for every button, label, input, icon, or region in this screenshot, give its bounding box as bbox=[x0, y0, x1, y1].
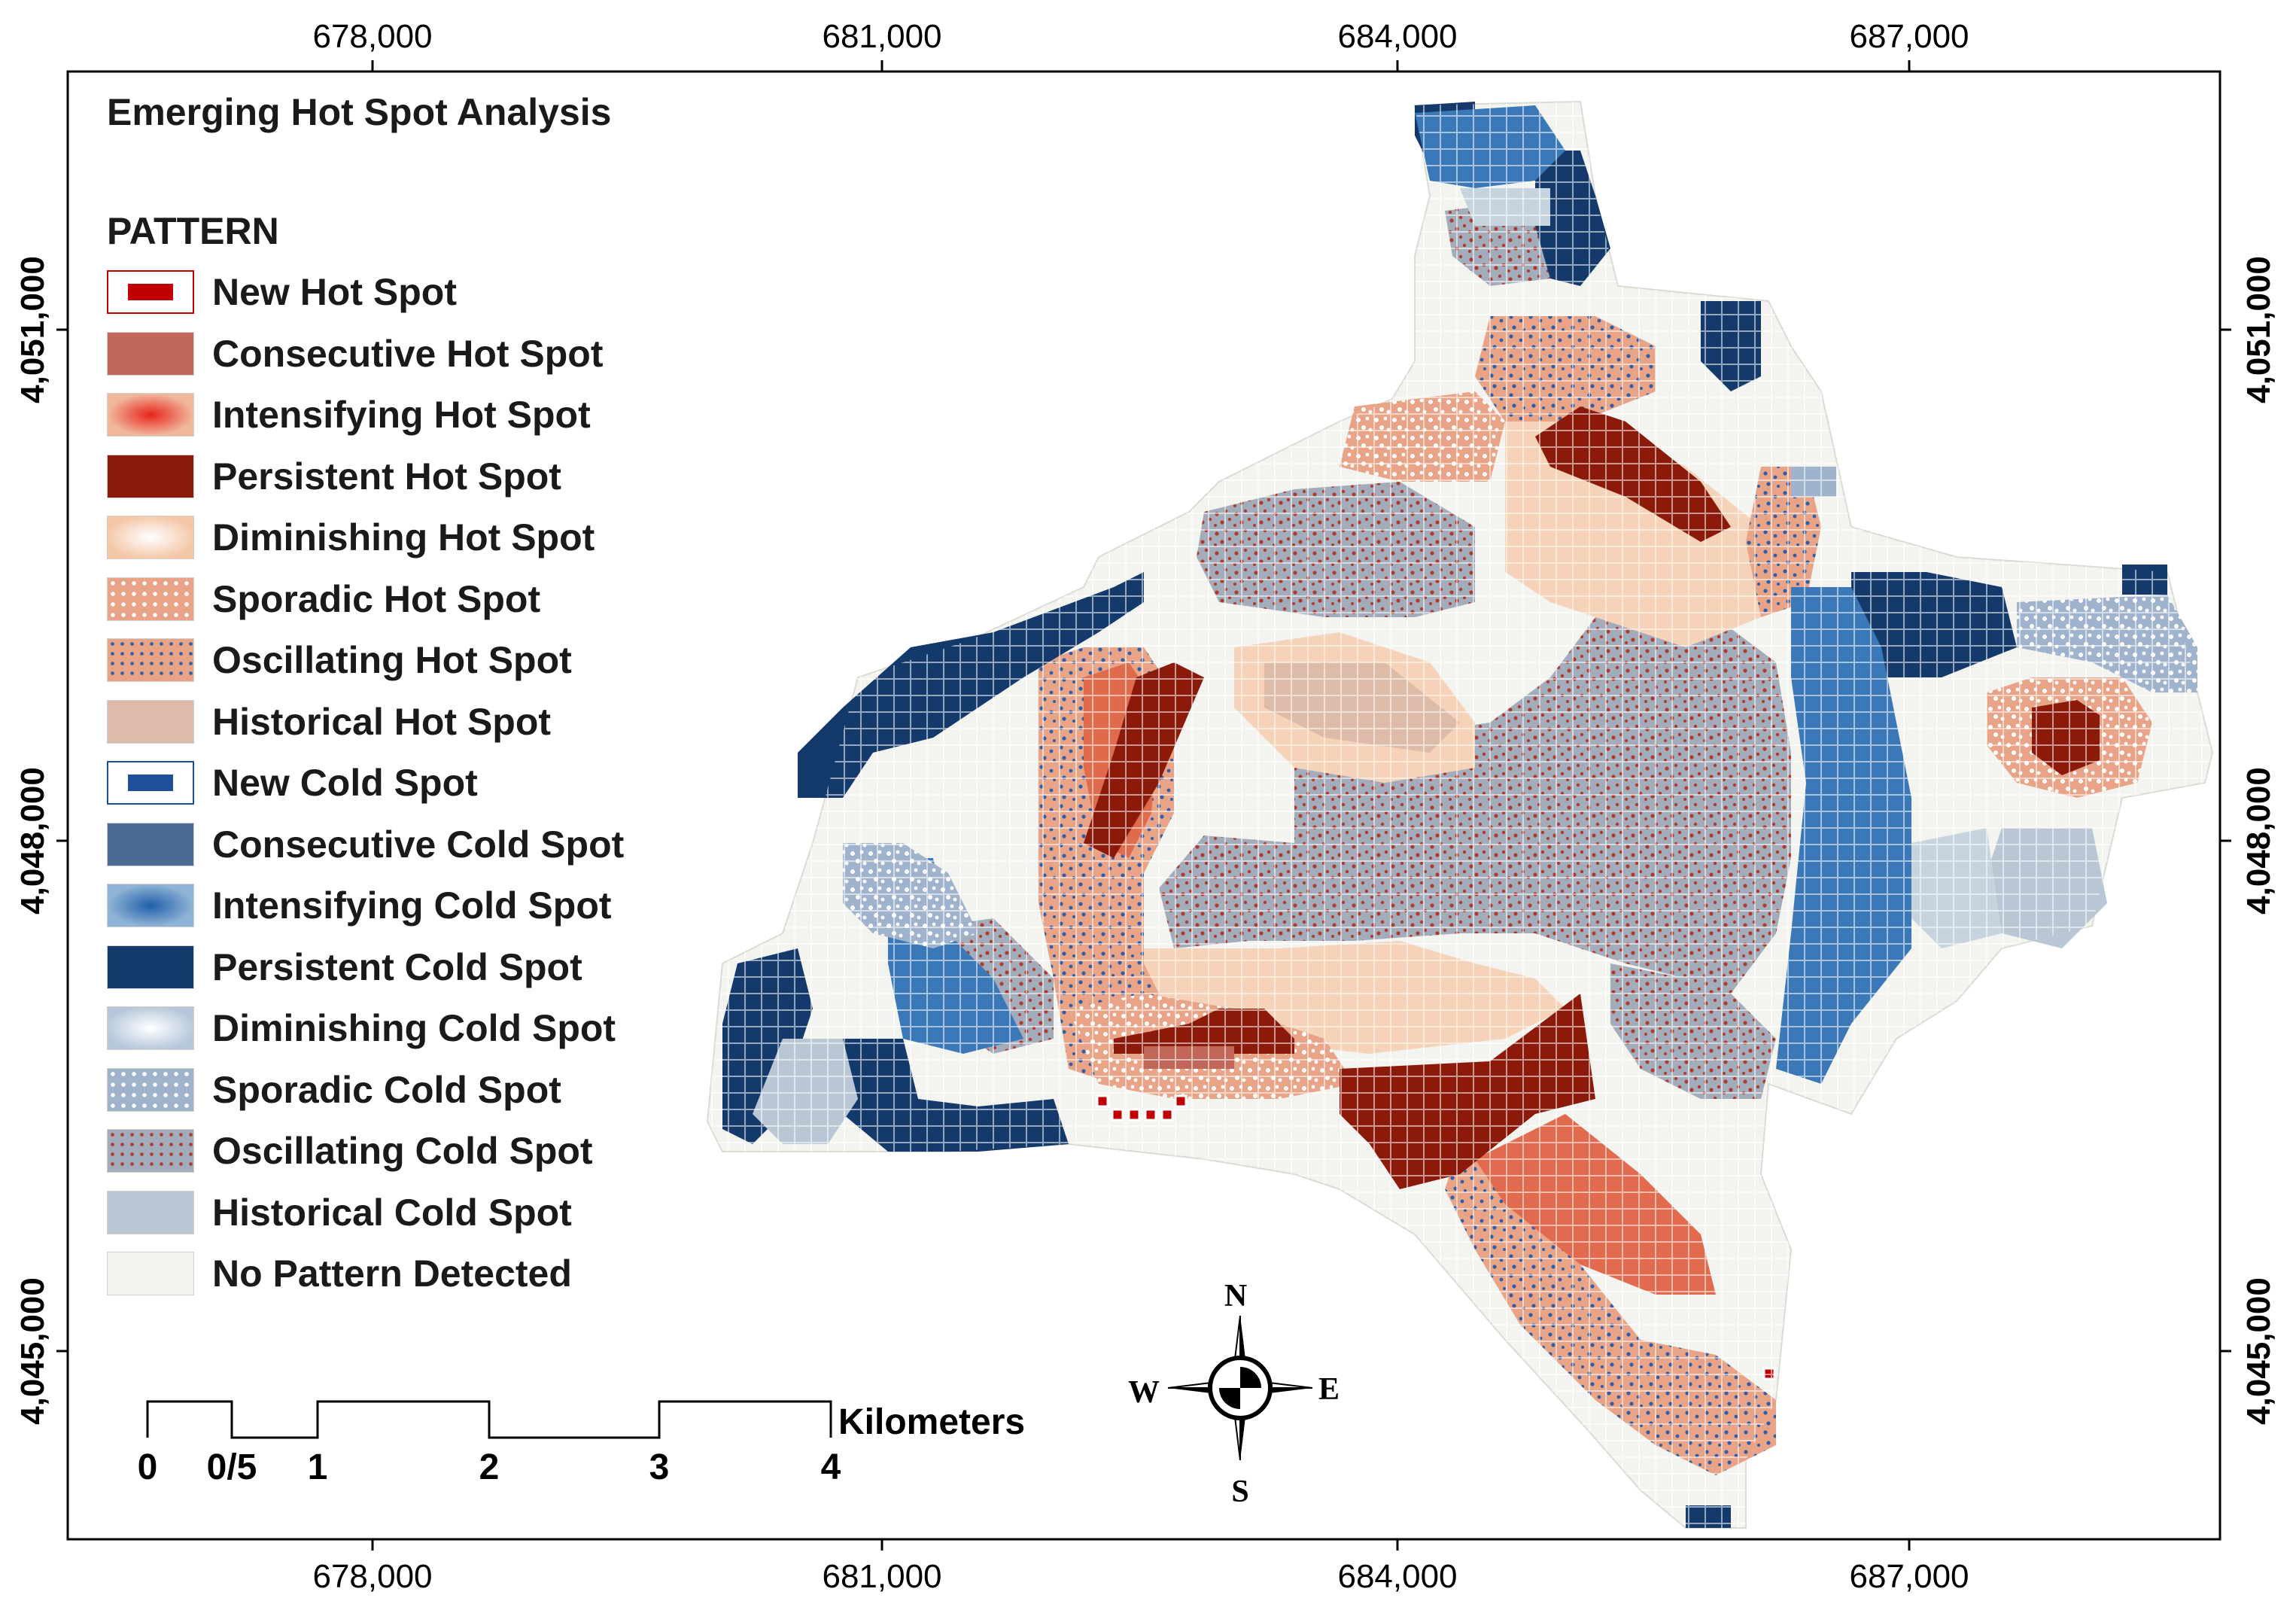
legend-label: Sporadic Hot Spot bbox=[212, 577, 541, 620]
legend-swatch bbox=[107, 1006, 194, 1050]
legend-item: Consecutive Hot Spot bbox=[107, 330, 603, 378]
scale-label-1: 1 bbox=[307, 1447, 328, 1487]
legend-label: Historical Hot Spot bbox=[212, 700, 552, 743]
x-tick-top-4: 687,000 bbox=[1849, 18, 1969, 55]
x-tick-bottom-2: 681,000 bbox=[822, 1558, 942, 1595]
legend-item: No Pattern Detected bbox=[107, 1249, 572, 1298]
legend-item: Intensifying Cold Spot bbox=[107, 881, 612, 930]
frame-ticks bbox=[56, 60, 2231, 1551]
legend-item: Diminishing Cold Spot bbox=[107, 1004, 616, 1052]
legend-swatch bbox=[107, 270, 194, 314]
y-tick-left-2: 4,048,000 bbox=[14, 767, 51, 915]
legend-item: Sporadic Cold Spot bbox=[107, 1066, 561, 1114]
legend-label: Consecutive Cold Spot bbox=[212, 823, 625, 866]
legend-label: Oscillating Hot Spot bbox=[212, 639, 572, 681]
legend-swatch bbox=[107, 1252, 194, 1295]
legend-item: Sporadic Hot Spot bbox=[107, 575, 540, 623]
legend-label: Diminishing Cold Spot bbox=[212, 1007, 616, 1049]
legend-item: New Hot Spot bbox=[107, 268, 457, 316]
compass-east: E bbox=[1318, 1372, 1340, 1407]
legend-item: Persistent Cold Spot bbox=[107, 943, 582, 991]
legend-item: Oscillating Hot Spot bbox=[107, 636, 572, 684]
compass-rose bbox=[1167, 1315, 1313, 1461]
legend-item: Intensifying Hot Spot bbox=[107, 391, 591, 439]
legend-swatch bbox=[107, 884, 194, 927]
legend-label: Consecutive Hot Spot bbox=[212, 332, 604, 375]
legend-swatch bbox=[107, 454, 194, 498]
x-tick-top-2: 681,000 bbox=[822, 18, 942, 55]
legend-item: Historical Hot Spot bbox=[107, 698, 551, 746]
scale-unit: Kilometers bbox=[838, 1402, 1026, 1442]
legend-label: No Pattern Detected bbox=[212, 1252, 572, 1295]
legend-label: New Cold Spot bbox=[212, 762, 478, 804]
legend-swatch bbox=[107, 577, 194, 621]
scale-label-3: 3 bbox=[649, 1447, 670, 1487]
scale-label-0: 0 bbox=[137, 1447, 158, 1487]
legend-swatch bbox=[107, 516, 194, 559]
legend-swatch-core bbox=[128, 775, 173, 791]
map-title: Emerging Hot Spot Analysis bbox=[107, 91, 612, 133]
x-tick-bottom-1: 678,000 bbox=[312, 1558, 433, 1595]
study-area bbox=[706, 100, 2214, 1529]
legend-swatch bbox=[107, 761, 194, 805]
y-tick-right-1: 4,051,000 bbox=[2240, 256, 2277, 403]
legend-label: New Hot Spot bbox=[212, 271, 457, 313]
y-tick-right-3: 4,045,000 bbox=[2240, 1277, 2277, 1425]
scale-label-4: 4 bbox=[820, 1447, 841, 1487]
x-tick-top-1: 678,000 bbox=[312, 18, 433, 55]
legend-item: New Cold Spot bbox=[107, 759, 478, 807]
scale-label-half: 0/5 bbox=[206, 1447, 257, 1487]
legend-swatch bbox=[107, 945, 194, 989]
compass-north: N bbox=[1224, 1279, 1248, 1313]
legend-swatch bbox=[107, 331, 194, 376]
legend-label: Oscillating Cold Spot bbox=[212, 1130, 593, 1172]
legend-item: Persistent Hot Spot bbox=[107, 452, 561, 501]
legend-label: Persistent Hot Spot bbox=[212, 455, 561, 498]
legend-swatch bbox=[107, 1190, 194, 1234]
legend-swatch-core bbox=[128, 284, 173, 300]
y-tick-right-2: 4,048,000 bbox=[2240, 767, 2277, 915]
y-tick-left-3: 4,045,000 bbox=[14, 1277, 51, 1425]
legend-swatch bbox=[107, 638, 194, 682]
scale-label-2: 2 bbox=[479, 1447, 500, 1487]
legend-item: Diminishing Hot Spot bbox=[107, 513, 595, 562]
legend-swatch bbox=[107, 699, 194, 744]
legend-label: Intensifying Cold Spot bbox=[212, 884, 612, 927]
legend-swatch bbox=[107, 1067, 194, 1112]
x-tick-top-3: 684,000 bbox=[1337, 18, 1458, 55]
legend-label: Intensifying Hot Spot bbox=[212, 394, 591, 436]
y-tick-left-1: 4,051,000 bbox=[14, 256, 51, 403]
legend-item: Consecutive Cold Spot bbox=[107, 820, 624, 869]
compass-south: S bbox=[1231, 1475, 1249, 1509]
x-tick-bottom-3: 684,000 bbox=[1337, 1558, 1458, 1595]
scale-bar bbox=[146, 1400, 832, 1439]
x-tick-bottom-4: 687,000 bbox=[1849, 1558, 1969, 1595]
legend-label: Sporadic Cold Spot bbox=[212, 1068, 561, 1111]
legend-label: Diminishing Hot Spot bbox=[212, 516, 595, 558]
legend-label: Persistent Cold Spot bbox=[212, 945, 582, 988]
legend-item: Historical Cold Spot bbox=[107, 1188, 572, 1237]
legend-swatch bbox=[107, 1129, 194, 1173]
legend-item: Oscillating Cold Spot bbox=[107, 1127, 593, 1175]
legend-heading: PATTERN bbox=[107, 210, 279, 252]
legend-label: Historical Cold Spot bbox=[212, 1191, 572, 1234]
legend-swatch bbox=[107, 822, 194, 866]
compass-west: W bbox=[1128, 1375, 1160, 1410]
legend-swatch bbox=[107, 393, 194, 437]
